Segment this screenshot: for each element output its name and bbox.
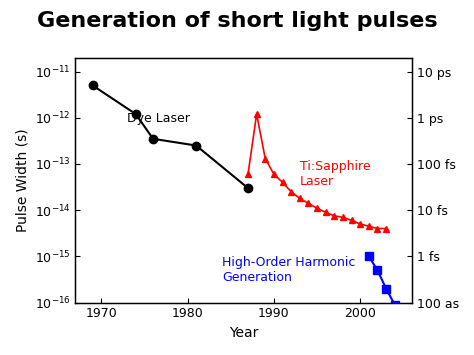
Text: Generation of short light pulses: Generation of short light pulses	[36, 11, 438, 31]
Y-axis label: Pulse Width (s): Pulse Width (s)	[15, 128, 29, 232]
X-axis label: Year: Year	[229, 326, 258, 340]
Text: High-Order Harmonic
Generation: High-Order Harmonic Generation	[222, 256, 356, 284]
Text: Ti:Sapphire
Laser: Ti:Sapphire Laser	[300, 160, 370, 188]
Text: Dye Laser: Dye Laser	[127, 112, 190, 125]
